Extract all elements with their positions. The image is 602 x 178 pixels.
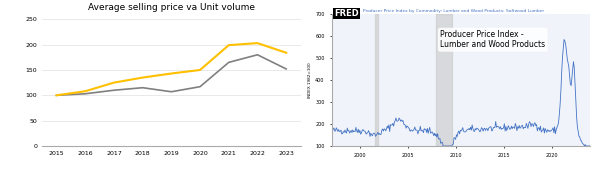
Unit volume Index <box>53 94 60 96</box>
Text: FRED: FRED <box>334 9 359 18</box>
Unit volume Index <box>82 90 89 92</box>
Average Price Index <box>225 61 232 63</box>
Average Price Index <box>53 94 60 96</box>
Average Price Index <box>110 89 117 91</box>
Unit volume Index <box>254 42 261 44</box>
Text: Producer Price Index by Commodity: Lumber and Wood Products: Softwood Lumber: Producer Price Index by Commodity: Lumbe… <box>362 9 544 13</box>
Bar <box>436 14 452 146</box>
Average Price Index <box>139 87 146 89</box>
Bar <box>374 14 379 146</box>
Line: Average Price Index: Average Price Index <box>57 55 286 95</box>
Average Price Index <box>282 68 290 70</box>
Title: Average selling price va Unit volume: Average selling price va Unit volume <box>88 3 255 12</box>
Legend: Average Price Index, Unit volume Index: Average Price Index, Unit volume Index <box>96 176 247 178</box>
Text: Producer Price Index -
Lumber and Wood Products: Producer Price Index - Lumber and Wood P… <box>440 30 545 49</box>
Unit volume Index <box>139 77 146 79</box>
Line: Unit volume Index: Unit volume Index <box>57 43 286 95</box>
Unit volume Index <box>282 52 290 54</box>
Unit volume Index <box>168 72 175 75</box>
Unit volume Index <box>196 69 203 71</box>
Unit volume Index <box>110 82 117 84</box>
Y-axis label: INDEX 1982=100: INDEX 1982=100 <box>308 62 312 98</box>
Average Price Index <box>254 54 261 56</box>
Average Price Index <box>82 93 89 95</box>
Unit volume Index <box>225 44 232 46</box>
Average Price Index <box>168 91 175 93</box>
Average Price Index <box>196 86 203 88</box>
